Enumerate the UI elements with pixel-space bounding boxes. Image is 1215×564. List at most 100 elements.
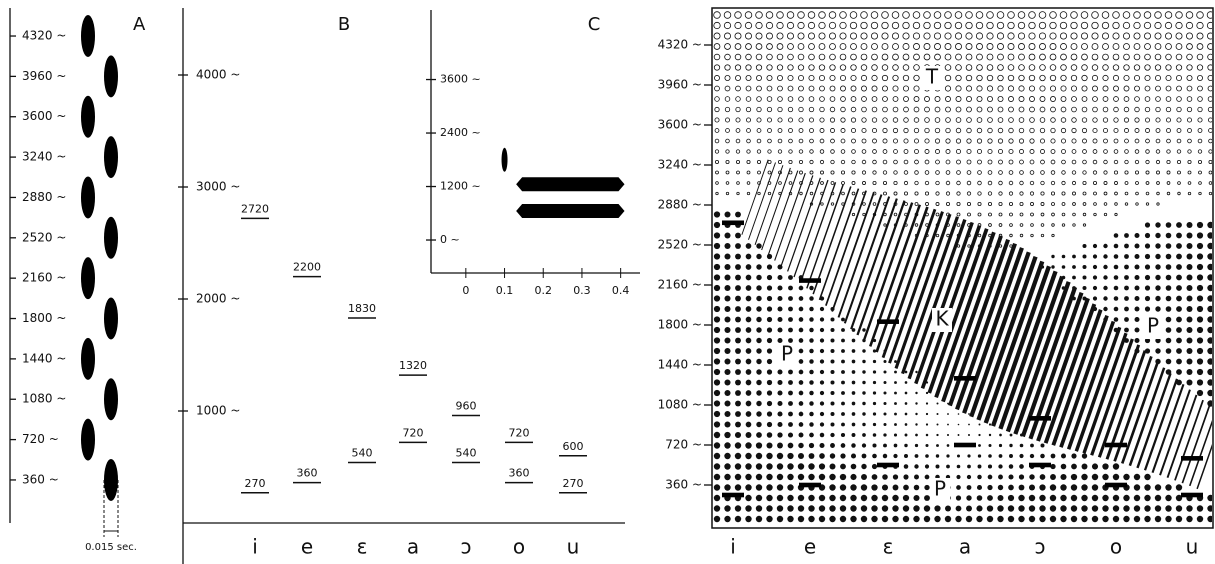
texture-dot bbox=[924, 495, 930, 501]
texture-dot bbox=[788, 401, 793, 406]
texture-dot bbox=[902, 21, 910, 30]
texture-dot bbox=[818, 505, 826, 512]
texture-dot bbox=[1060, 53, 1067, 61]
texture-dot bbox=[766, 452, 773, 460]
texture-dot bbox=[819, 138, 825, 144]
texture-dot bbox=[745, 85, 752, 92]
texture-dot bbox=[755, 494, 763, 502]
texture-dot bbox=[1070, 494, 1078, 502]
texture-dot bbox=[986, 74, 994, 82]
texture-dot bbox=[851, 127, 857, 133]
plot-frame bbox=[711, 7, 1214, 529]
texture-dot bbox=[925, 391, 929, 395]
texture-hatch bbox=[1121, 361, 1159, 464]
texture-dot bbox=[1082, 265, 1087, 269]
texture-dot bbox=[1155, 348, 1161, 354]
texture-dot bbox=[798, 359, 804, 364]
texture-dot bbox=[829, 64, 836, 71]
texture-dot bbox=[976, 138, 983, 144]
texture-dot bbox=[944, 11, 952, 19]
texture-dot bbox=[1081, 463, 1088, 470]
texture-dot bbox=[1207, 32, 1212, 40]
texture-dot bbox=[1060, 484, 1067, 491]
texture-dot bbox=[882, 180, 888, 186]
texture-dot bbox=[1155, 96, 1161, 102]
y-tick-label: 3960 ~ bbox=[658, 78, 702, 92]
texture-dot bbox=[1049, 494, 1057, 502]
y-tick-label: 2160 ~ bbox=[658, 278, 702, 292]
texture-dot bbox=[1060, 106, 1067, 113]
texture-dot bbox=[713, 64, 721, 71]
texture-dot bbox=[902, 11, 910, 19]
texture-dot bbox=[850, 494, 857, 502]
texture-dot bbox=[882, 170, 888, 175]
texture-dot bbox=[1165, 327, 1172, 333]
texture-dot bbox=[956, 223, 961, 227]
texture-dot bbox=[1039, 106, 1046, 113]
texture-dot bbox=[819, 380, 825, 385]
texture-dot bbox=[986, 515, 994, 523]
texture-dot bbox=[766, 348, 773, 354]
texture-dot bbox=[902, 43, 910, 50]
texture-dot bbox=[976, 74, 983, 82]
texture-dot bbox=[1019, 202, 1024, 206]
texture-dot bbox=[862, 181, 866, 185]
texture-dot bbox=[1206, 21, 1212, 30]
texture-hatch bbox=[1013, 281, 1071, 435]
texture-dot bbox=[988, 454, 992, 458]
texture-dot bbox=[777, 285, 783, 291]
texture-dot bbox=[955, 53, 962, 61]
texture-dot bbox=[913, 53, 920, 61]
texture-dot bbox=[808, 442, 815, 449]
texture-hatch bbox=[1105, 350, 1147, 460]
texture-dot bbox=[1124, 243, 1129, 249]
texture-dot bbox=[745, 421, 752, 428]
texture-dot bbox=[766, 379, 773, 386]
texture-dot bbox=[829, 453, 836, 459]
x-tick-label: 0.3 bbox=[573, 284, 591, 297]
texture-dot bbox=[1114, 212, 1118, 217]
texture-dot bbox=[945, 127, 951, 134]
texture-dot bbox=[809, 338, 814, 343]
texture-dot bbox=[987, 464, 993, 469]
texture-dot bbox=[788, 317, 793, 322]
texture-dot bbox=[1207, 400, 1212, 407]
texture-dot bbox=[736, 170, 740, 175]
texture-dot bbox=[756, 327, 762, 333]
texture-dot bbox=[1040, 443, 1045, 448]
texture-dot bbox=[1113, 127, 1119, 133]
texture-dot bbox=[945, 191, 951, 196]
texture-hatch bbox=[862, 202, 914, 342]
texture-dot bbox=[724, 368, 731, 376]
texture-dot bbox=[1070, 74, 1078, 82]
texture-dot bbox=[1049, 32, 1057, 40]
texture-dot bbox=[724, 211, 731, 218]
texture-dot bbox=[1197, 149, 1203, 154]
texture-dot bbox=[777, 432, 783, 438]
texture-dot bbox=[820, 181, 824, 185]
texture-dot bbox=[891, 21, 900, 30]
texture-dot bbox=[766, 390, 773, 396]
texture-dot bbox=[946, 202, 950, 206]
texture-dot bbox=[1207, 326, 1212, 334]
texture-dot bbox=[745, 390, 752, 396]
texture-dot bbox=[724, 274, 731, 281]
texture-dot bbox=[1144, 74, 1151, 82]
texture-dot bbox=[892, 127, 899, 134]
texture-dot bbox=[1208, 159, 1212, 165]
x-tick-label: i bbox=[252, 535, 258, 559]
texture-dot bbox=[1155, 128, 1161, 133]
texture-dot bbox=[839, 11, 847, 19]
texture-dot bbox=[830, 138, 835, 144]
texture-dot bbox=[935, 159, 940, 165]
data-label: 960 bbox=[456, 399, 477, 412]
texture-dot bbox=[1101, 11, 1110, 19]
texture-dot bbox=[872, 380, 877, 385]
texture-dot bbox=[787, 43, 794, 50]
texture-dot bbox=[957, 413, 960, 415]
texture-dot bbox=[904, 202, 908, 206]
texture-dot bbox=[860, 484, 868, 491]
texture-dot bbox=[745, 358, 752, 365]
texture-dot bbox=[1143, 21, 1152, 30]
texture-dot bbox=[1134, 117, 1140, 123]
